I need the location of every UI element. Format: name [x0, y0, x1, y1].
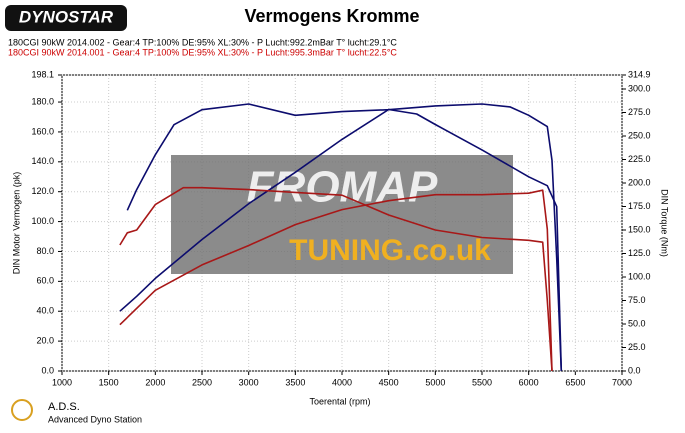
y-tick-label: 20.0	[36, 335, 54, 345]
series-line	[119, 189, 553, 372]
x-tick-label: 3500	[285, 377, 305, 387]
y-tick-label: 40.0	[36, 306, 54, 316]
x-tick-label: 2000	[145, 377, 165, 387]
y2-tick-label: 150.0	[628, 224, 651, 234]
x-tick-label: 6000	[519, 377, 539, 387]
x-tick-label: 6500	[565, 377, 585, 387]
y-tick-label: 160.0	[31, 126, 54, 136]
y2-tick-label: 25.0	[628, 342, 646, 352]
y-tick-label: 0.0	[41, 365, 54, 375]
chart-title: Vermogens Kromme	[244, 6, 419, 26]
x-axis-label: Toerental (rpm)	[309, 396, 370, 406]
x-tick-label: 4000	[332, 377, 352, 387]
y2-tick-label: 250.0	[628, 130, 651, 140]
x-tick-label: 2500	[192, 377, 212, 387]
watermark-text: TUNING.co.uk	[289, 234, 491, 267]
y2-tick-label: 0.0	[628, 365, 641, 375]
y2-tick-label: 275.0	[628, 107, 651, 117]
x-tick-label: 5000	[425, 377, 445, 387]
y2-tick-label: 100.0	[628, 271, 651, 281]
y2-axis-label: DIN Torque (Nm)	[660, 189, 670, 257]
logo-box	[5, 5, 127, 31]
x-tick-label: 4500	[379, 377, 399, 387]
y2-tick-label: 125.0	[628, 248, 651, 258]
header-line: 180CGI 90kW 2014.002 - Gear:4 TP:100% DE…	[8, 37, 397, 47]
y-tick-label: 140.0	[31, 156, 54, 166]
watermark-text: FROMAP	[247, 163, 438, 212]
y2-tick-label: 50.0	[628, 318, 646, 328]
y2-tick-label: 300.0	[628, 83, 651, 93]
y-tick-label: 198.1	[31, 69, 54, 79]
x-tick-label: 5500	[472, 377, 492, 387]
ads-logo	[11, 399, 33, 421]
header-line: 180CGI 90kW 2014.001 - Gear:4 TP:100% DE…	[8, 47, 397, 57]
y-tick-label: 80.0	[36, 246, 54, 256]
y-tick-label: 60.0	[36, 276, 54, 286]
y2-tick-label: 75.0	[628, 295, 646, 305]
series-line	[119, 108, 563, 372]
x-tick-label: 7000	[612, 377, 632, 387]
x-tick-label: 1500	[99, 377, 119, 387]
footer-title: A.D.S.	[48, 401, 80, 413]
y-tick-label: 180.0	[31, 96, 54, 106]
y-axis-label: DIN Motor Vermogen (pk)	[11, 172, 21, 275]
y-tick-label: 120.0	[31, 186, 54, 196]
y2-tick-label: 175.0	[628, 201, 651, 211]
x-tick-label: 3000	[239, 377, 259, 387]
x-tick-label: 1000	[52, 377, 72, 387]
y2-tick-label: 225.0	[628, 154, 651, 164]
y2-tick-label: 314.9	[628, 69, 651, 79]
logo: DYNOSTAR	[19, 7, 114, 26]
series-line	[119, 186, 553, 372]
footer-subtitle: Advanced Dyno Station	[48, 414, 142, 424]
y-tick-label: 100.0	[31, 216, 54, 226]
y2-tick-label: 200.0	[628, 177, 651, 187]
